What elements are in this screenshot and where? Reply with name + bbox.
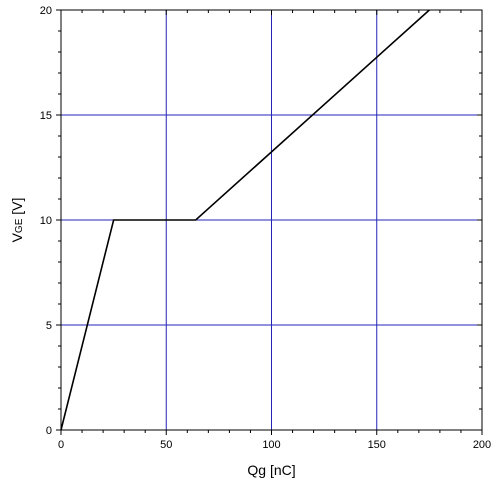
x-tick-label: 200 <box>473 439 491 451</box>
x-tick-label: 150 <box>368 439 386 451</box>
x-tick-label: 50 <box>160 439 172 451</box>
series-lines <box>60 9 430 431</box>
y-axis-title-main: V <box>9 232 25 242</box>
axis-ticks <box>56 9 483 435</box>
series-line-0 <box>60 9 430 431</box>
x-tick-label: 0 <box>58 439 64 451</box>
x-tick-label: 100 <box>262 439 280 451</box>
y-tick-label: 0 <box>46 425 52 437</box>
y-tick-label: 5 <box>46 320 52 332</box>
y-axis-title: VGE [V] <box>9 198 25 243</box>
y-tick-label: 10 <box>40 215 52 227</box>
y-tick-label: 20 <box>40 5 52 17</box>
x-axis-title: Qg [nC] <box>247 462 295 478</box>
tick-labels: 0 50 100 150 200 0 5 10 15 20 <box>40 5 491 451</box>
y-axis-title-unit: [V] <box>9 198 25 219</box>
y-axis-title-subscript: GE <box>14 218 25 233</box>
y-tick-label: 15 <box>40 110 52 122</box>
